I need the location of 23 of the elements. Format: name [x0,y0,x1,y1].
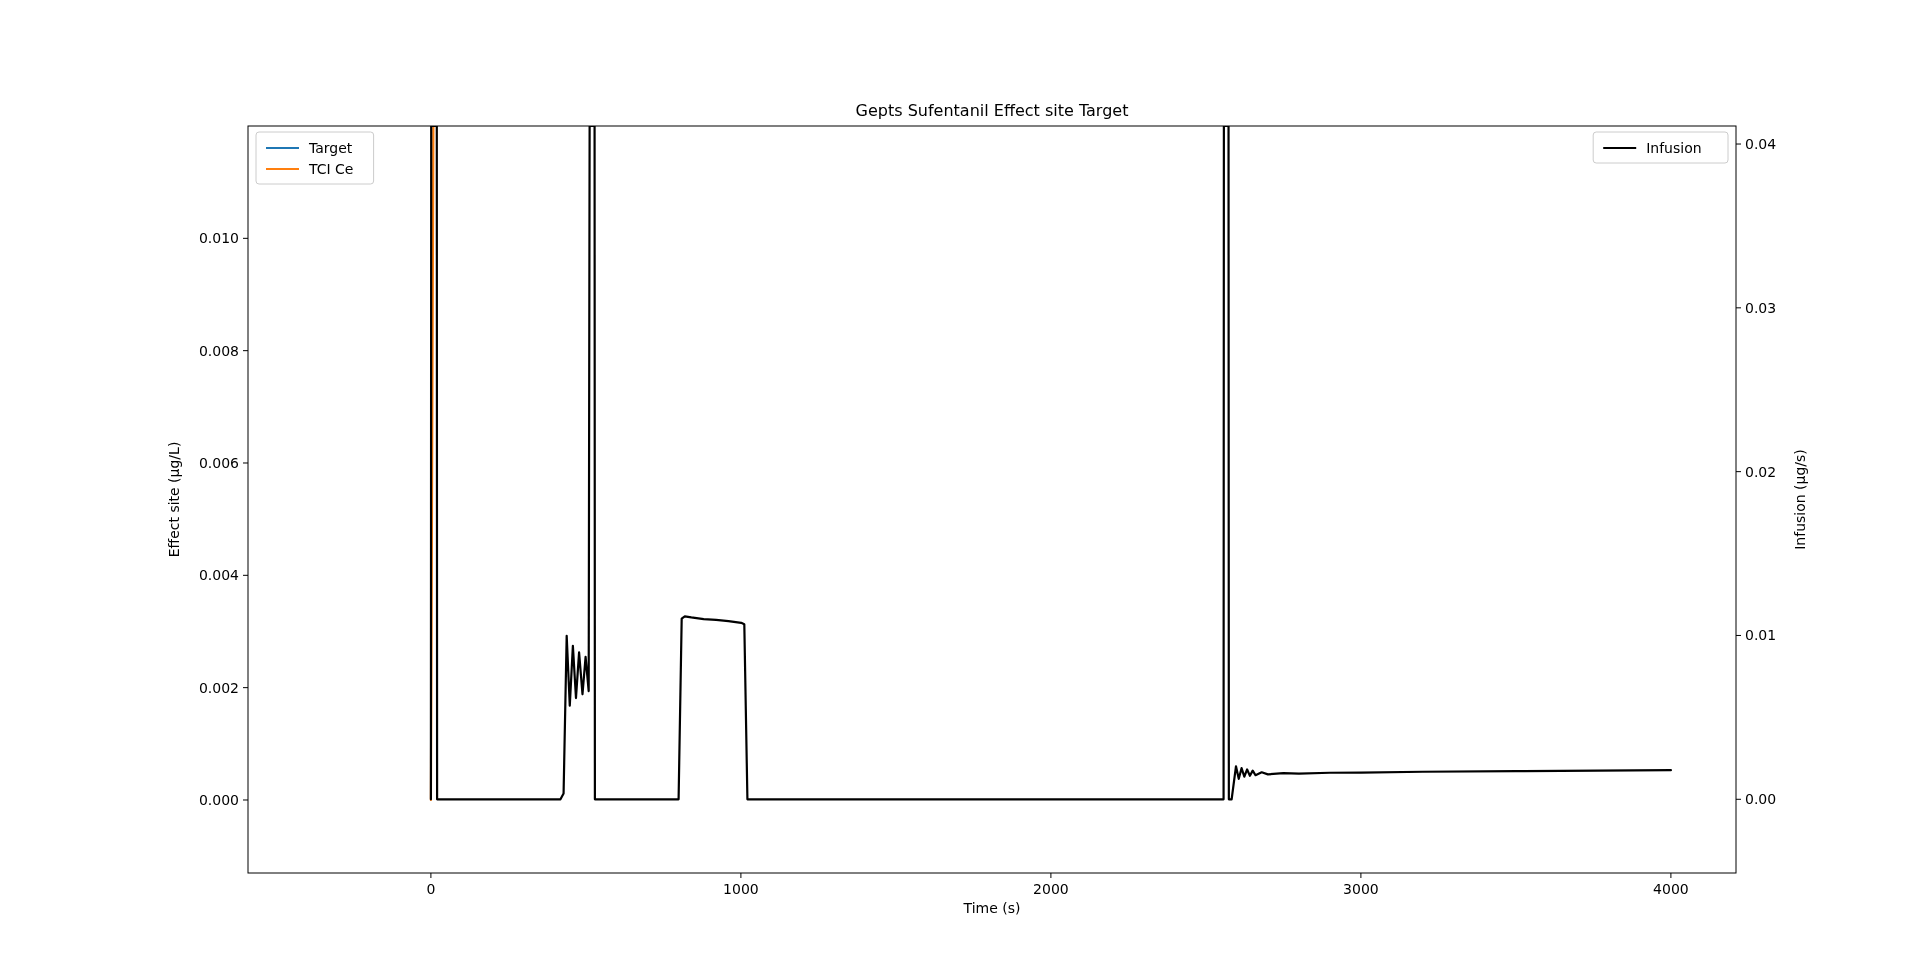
chart-title: Gepts Sufentanil Effect site Target [855,101,1129,120]
x-tick-label: 4000 [1653,881,1689,897]
x-tick-label: 3000 [1343,881,1379,897]
y-tick-label: 0.006 [198,454,240,471]
y2-tick-label: 0.00 [1745,791,1777,808]
y-tick-label: 0.002 [198,679,239,696]
y2-axis-title: Infusion (µg/s) [1792,449,1808,550]
y2-tick-label: 0.01 [1745,627,1777,644]
y-tick-label: 0.010 [198,230,239,247]
legend-label: Infusion [1646,140,1702,156]
y2-tick-label: 0.04 [1745,136,1777,153]
y-tick-label: 0.004 [198,567,240,584]
y-tick-label: 0.008 [198,342,239,359]
y2-tick-label: 0.03 [1745,299,1777,316]
legend-label: TCI Ce [308,161,354,177]
x-tick-label: 2000 [1033,881,1069,897]
y-axis-title: Effect site (µg/L) [166,441,182,558]
x-tick-label: 0 [426,881,436,897]
y-tick-label: 0.000 [198,791,239,808]
x-tick-label: 1000 [723,881,759,897]
legend-label: Target [308,140,353,156]
x-axis-title: Time (s) [962,900,1021,916]
y2-tick-label: 0.02 [1745,463,1777,480]
